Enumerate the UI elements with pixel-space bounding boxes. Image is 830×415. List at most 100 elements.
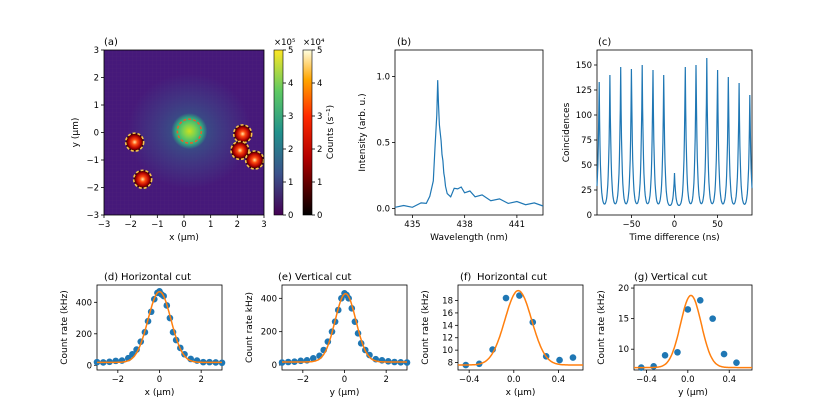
panel-label: (c) [598,37,611,48]
heatmap-image [104,50,264,215]
y-tick-label: 12 [442,334,453,344]
x-tick-label: 2 [383,375,388,385]
y-tick-label: 18 [442,297,453,307]
y-tick-label: 0 [94,129,99,139]
y-tick-label: 25 [581,186,592,196]
data-point [297,357,305,365]
colorbar-exponent: ×10⁵ [274,38,295,48]
gaussian-fit [97,290,222,364]
data-point [684,306,692,313]
emitter-circle [230,140,250,161]
data-point [112,357,120,365]
emitter-circle [176,118,203,144]
data-point [502,294,510,302]
gaussian-fit [458,289,583,366]
panel-title: Vertical cut [295,272,351,283]
x-axis-label: x (μm) [145,388,175,398]
data-point [309,355,317,362]
x-axis-label: y (μm) [330,388,360,398]
colorbar-tick-label: 2 [288,145,293,155]
x-tick-label: 2 [198,375,203,385]
y-tick-label: 400 [76,298,92,308]
y-tick-label: 0.0 [376,204,390,214]
panel-f: −0.4 0.0 0.4 8 10 12 14 16 18 x (μm) Count rate (k… [421,272,584,398]
y-axis-label: Intensity (arb. u.) [358,93,368,171]
data-point [696,296,704,304]
panel-b: 435 438 441 0.0 0.5 1.0 Wavelength (nm) Intensi… [358,37,544,243]
colorbar-tick-label: 5 [288,46,293,56]
data-point [733,359,740,366]
colorbar-tick-label: 0 [288,211,293,221]
data-point [674,348,681,356]
data-point [569,354,577,361]
y-tick-label: 50 [581,161,592,171]
emitter-spot [231,141,249,160]
y-tick-label: 150 [576,61,592,71]
colorbar-tick-label: 0 [317,211,322,221]
colorbar-exponent: ×10⁴ [303,38,325,48]
data-point [720,350,728,358]
colorbar-tick-label: 1 [288,178,293,188]
plot-frame [457,284,584,371]
y-tick-label: −3 [86,211,99,221]
x-tick-label: 0 [342,375,347,385]
x-tick-label: 435 [404,220,420,230]
panel-a: −3 −2 −1 0 1 2 3 −3 −2 −1 0 1 2 3 x (μm) y (μm) (a) 0 1 2 3 4… [71,37,336,243]
x-tick-label: −3 [98,220,111,230]
emitter-spot [233,124,252,143]
x-tick-label: 0.0 [507,375,521,385]
colorbar-tick-label: 4 [317,79,322,89]
plot-frame [394,49,544,216]
x-tick-label: 0 [181,220,186,230]
x-tick-label: −50 [622,220,640,230]
x-axis-label: Wavelength (nm) [430,233,508,243]
x-tick-label: 0 [157,375,162,385]
y-tick-label: 14 [442,321,453,331]
data-point [556,356,563,364]
data-point [709,315,716,322]
panel-label: (d) [104,272,118,283]
emitter-spot [133,170,152,189]
y-axis-label: Count rate (kHz) [597,290,607,364]
y-tick-label: 0 [87,361,92,371]
data-point [650,363,657,370]
y-tick-label: 1 [94,101,99,111]
x-tick-label: 50 [712,220,723,230]
y-tick-label: 3 [94,46,99,56]
panel-d: −2 0 2 0 200 400 x (μm) Count rate (kHz) (d) Hori… [60,272,226,398]
panel-title: Horizontal cut [477,272,547,283]
x-tick-label: −0.4 [459,375,480,385]
y-tick-label: −2 [86,184,99,194]
x-tick-label: 0 [672,220,677,230]
emitter-spot [125,133,144,152]
x-tick-label: −2 [124,220,137,230]
emitter-circle [232,124,253,144]
x-axis-label: x (μm) [169,233,199,243]
emitter-spot [245,151,264,169]
y-tick-label: 125 [576,86,592,96]
x-tick-label: −0.4 [636,375,657,385]
y-axis-label: Count rate (kHz) [421,290,431,364]
y-tick-label: 8 [448,359,453,369]
y-tick-label: 200 [261,328,277,338]
panel-label: (f) [460,272,471,283]
y-tick-label: 200 [76,330,92,340]
x-tick-label: 438 [457,220,473,230]
y-axis-label: Coincidences [562,102,572,162]
colorbar-tick-label: 2 [317,145,322,155]
spectrum-line [394,80,544,208]
panel-label: (b) [397,37,411,48]
y-tick-label: 75 [581,136,592,146]
colorbar-tick-label: 5 [317,46,322,56]
colorbar-tick-label: 3 [317,112,322,122]
colorbar-tick-label: 4 [288,79,293,89]
x-tick-label: 0.0 [681,375,695,385]
y-axis-label: y (μm) [71,118,81,148]
panel-e: −2 0 2 0 200 400 y (μm) Count rate kHz) (e) Verti… [245,272,411,398]
y-axis-label: Count rate (kHz) [60,290,70,364]
x-axis-label: x (μm) [506,388,536,398]
y-tick-label: 10 [618,345,629,355]
y-tick-label: −1 [86,156,99,166]
panel-label: (a) [104,37,118,48]
panel-c: −50 0 50 0 25 50 75 100 125 150 Time difference (n… [562,37,753,243]
